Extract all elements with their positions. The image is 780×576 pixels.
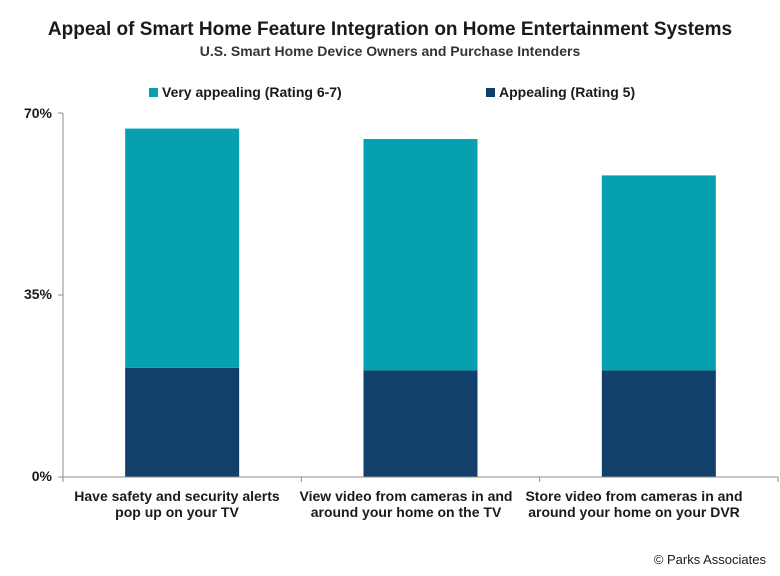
bar-appealing-3 — [601, 370, 716, 477]
y-tick-label-0: 0% — [31, 468, 52, 484]
chart-subtitle: U.S. Smart Home Device Owners and Purcha… — [199, 43, 581, 59]
legend-item-very-appealing: Very appealing (Rating 6-7) — [149, 84, 342, 100]
y-tick-label-35: 35% — [23, 286, 52, 302]
legend-swatch-appealing — [486, 87, 495, 97]
x-category-label-1: Have safety and security alerts pop up o… — [74, 488, 280, 520]
legend-label-very-appealing: Very appealing (Rating 6-7) — [162, 84, 342, 100]
x-category-label-2: View video from cameras in and around yo… — [299, 488, 513, 520]
x-category-label-3: Store video from cameras in and around y… — [525, 488, 743, 520]
bar-very-appealing-1 — [125, 128, 240, 368]
legend-label-appealing: Appealing (Rating 5) — [499, 84, 636, 100]
bar-appealing-1 — [125, 367, 240, 477]
bar-very-appealing-3 — [601, 175, 716, 371]
y-tick-label-70: 70% — [23, 105, 52, 121]
bar-very-appealing-2 — [363, 139, 478, 371]
legend-swatch-very-appealing — [149, 87, 158, 97]
chart-title: Appeal of Smart Home Feature Integration… — [47, 19, 733, 40]
legend-item-appealing: Appealing (Rating 5) — [486, 84, 635, 100]
legend: Very appealing (Rating 6-7) Appealing (R… — [0, 84, 780, 104]
bar-appealing-2 — [363, 370, 478, 477]
source-credit: © Parks Associates — [653, 552, 766, 567]
